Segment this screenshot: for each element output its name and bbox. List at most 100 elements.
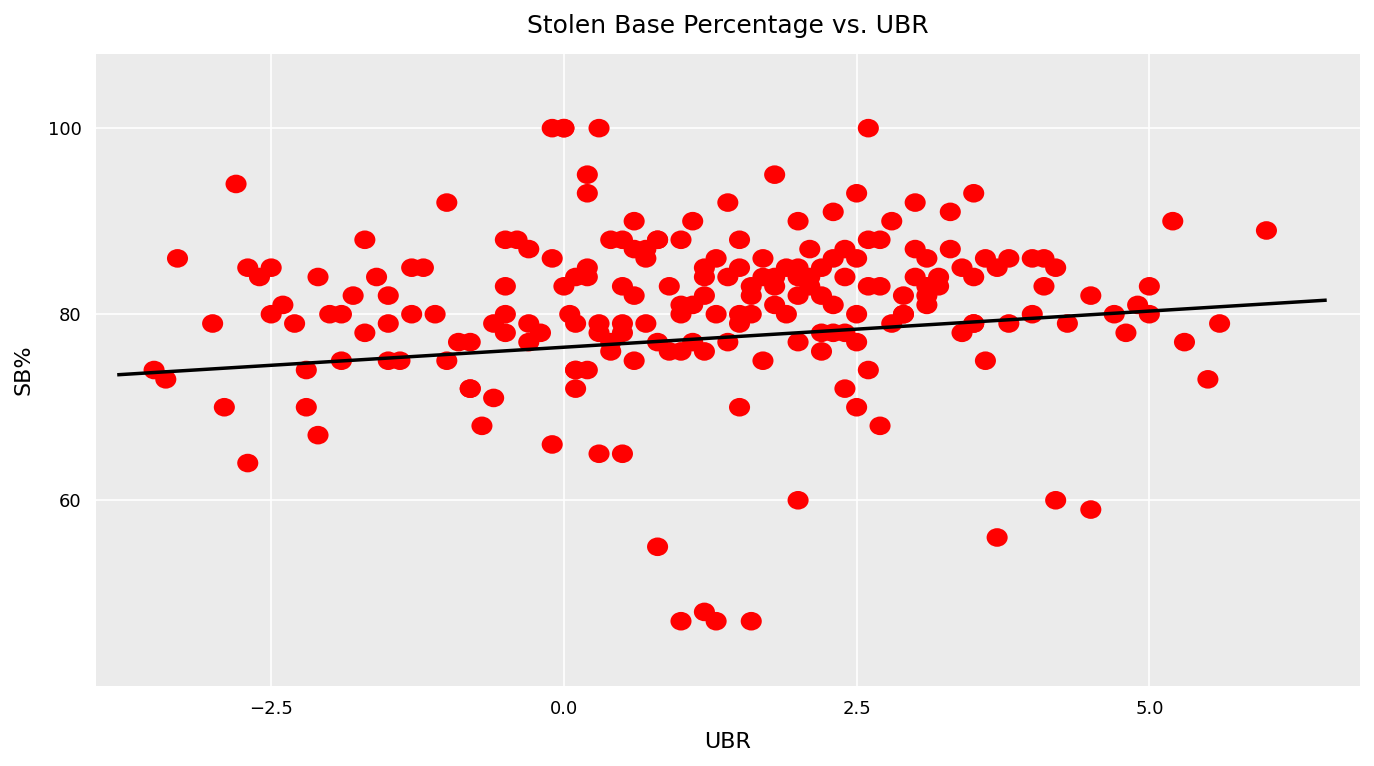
Ellipse shape	[624, 212, 644, 231]
Ellipse shape	[401, 305, 422, 323]
Ellipse shape	[565, 267, 587, 286]
Ellipse shape	[834, 323, 856, 342]
Ellipse shape	[541, 119, 563, 137]
Ellipse shape	[354, 323, 375, 342]
Ellipse shape	[1139, 277, 1160, 296]
Ellipse shape	[155, 370, 176, 388]
Ellipse shape	[823, 323, 844, 342]
Ellipse shape	[870, 417, 890, 435]
Ellipse shape	[694, 603, 714, 621]
Ellipse shape	[940, 202, 960, 221]
Ellipse shape	[238, 258, 258, 277]
Ellipse shape	[554, 119, 574, 137]
Ellipse shape	[437, 193, 458, 212]
Ellipse shape	[577, 165, 598, 184]
Ellipse shape	[624, 352, 644, 370]
Ellipse shape	[927, 277, 949, 296]
Ellipse shape	[764, 277, 785, 296]
Ellipse shape	[577, 361, 598, 379]
Ellipse shape	[811, 286, 833, 305]
Ellipse shape	[635, 314, 657, 332]
Ellipse shape	[647, 231, 668, 249]
Ellipse shape	[565, 314, 587, 332]
Ellipse shape	[870, 231, 890, 249]
Ellipse shape	[588, 323, 610, 342]
Ellipse shape	[999, 249, 1020, 267]
Ellipse shape	[764, 165, 785, 184]
Ellipse shape	[308, 426, 328, 444]
Ellipse shape	[741, 277, 761, 296]
Ellipse shape	[471, 417, 492, 435]
Ellipse shape	[624, 286, 644, 305]
Ellipse shape	[893, 305, 914, 323]
Ellipse shape	[811, 258, 833, 277]
Ellipse shape	[787, 286, 809, 305]
Ellipse shape	[694, 258, 714, 277]
Ellipse shape	[1162, 212, 1183, 231]
Ellipse shape	[741, 612, 761, 630]
Ellipse shape	[1046, 491, 1066, 509]
Ellipse shape	[671, 342, 691, 361]
Ellipse shape	[857, 361, 879, 379]
Ellipse shape	[600, 332, 621, 352]
Ellipse shape	[460, 332, 481, 352]
Ellipse shape	[694, 342, 714, 361]
Ellipse shape	[1022, 305, 1043, 323]
Ellipse shape	[671, 231, 691, 249]
Ellipse shape	[495, 323, 515, 342]
Ellipse shape	[143, 361, 165, 379]
Ellipse shape	[272, 296, 294, 314]
Ellipse shape	[904, 267, 926, 286]
Ellipse shape	[1080, 500, 1102, 519]
Ellipse shape	[776, 305, 797, 323]
Ellipse shape	[1022, 249, 1043, 267]
Ellipse shape	[565, 379, 587, 398]
Ellipse shape	[1256, 221, 1276, 240]
Ellipse shape	[881, 212, 903, 231]
Ellipse shape	[588, 444, 610, 463]
Ellipse shape	[987, 529, 1007, 547]
Ellipse shape	[611, 277, 633, 296]
Ellipse shape	[717, 332, 738, 352]
Ellipse shape	[706, 612, 727, 630]
Ellipse shape	[717, 267, 738, 286]
Title: Stolen Base Percentage vs. UBR: Stolen Base Percentage vs. UBR	[528, 14, 929, 38]
Ellipse shape	[741, 286, 761, 305]
Ellipse shape	[951, 323, 973, 342]
Ellipse shape	[365, 267, 387, 286]
Ellipse shape	[460, 379, 481, 398]
Ellipse shape	[1046, 258, 1066, 277]
Ellipse shape	[249, 267, 271, 286]
Ellipse shape	[378, 352, 398, 370]
Ellipse shape	[238, 453, 258, 473]
Ellipse shape	[1103, 305, 1125, 323]
Ellipse shape	[460, 379, 481, 398]
Ellipse shape	[730, 398, 750, 417]
Ellipse shape	[857, 231, 879, 249]
Ellipse shape	[787, 332, 809, 352]
Ellipse shape	[600, 342, 621, 361]
Y-axis label: SB%: SB%	[14, 345, 34, 395]
Ellipse shape	[518, 240, 540, 258]
Ellipse shape	[1197, 370, 1219, 388]
Ellipse shape	[881, 314, 903, 332]
Ellipse shape	[1033, 249, 1054, 267]
Ellipse shape	[741, 305, 761, 323]
Ellipse shape	[846, 184, 867, 202]
Ellipse shape	[635, 249, 657, 267]
Ellipse shape	[611, 323, 633, 342]
Ellipse shape	[916, 249, 937, 267]
Ellipse shape	[624, 240, 644, 258]
Ellipse shape	[577, 258, 598, 277]
Ellipse shape	[1127, 296, 1149, 314]
Ellipse shape	[857, 119, 879, 137]
Ellipse shape	[764, 296, 785, 314]
Ellipse shape	[541, 435, 563, 453]
Ellipse shape	[963, 184, 984, 202]
Ellipse shape	[706, 249, 727, 267]
Ellipse shape	[893, 305, 914, 323]
Ellipse shape	[940, 240, 960, 258]
Ellipse shape	[682, 212, 703, 231]
Ellipse shape	[800, 240, 820, 258]
Ellipse shape	[717, 193, 738, 212]
